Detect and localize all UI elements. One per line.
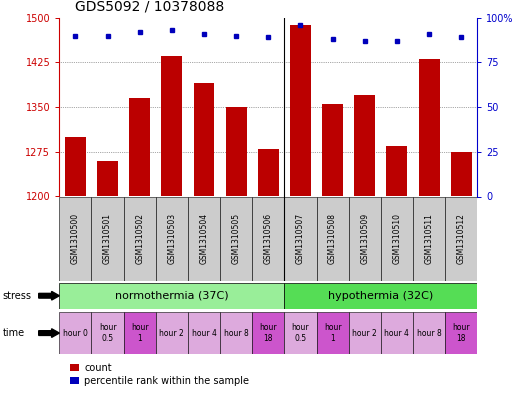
Text: GSM1310502: GSM1310502 xyxy=(135,213,144,264)
Text: GSM1310501: GSM1310501 xyxy=(103,213,112,264)
Text: stress: stress xyxy=(3,291,31,301)
Bar xyxy=(130,98,150,196)
Bar xyxy=(91,196,124,281)
Text: GSM1310512: GSM1310512 xyxy=(457,213,466,264)
Bar xyxy=(445,312,477,354)
Bar xyxy=(386,146,407,196)
Bar xyxy=(65,137,86,196)
Bar xyxy=(322,104,343,196)
Bar xyxy=(284,283,477,309)
Text: hypothermia (32C): hypothermia (32C) xyxy=(328,291,433,301)
Text: hour 2: hour 2 xyxy=(159,329,184,338)
Text: percentile rank within the sample: percentile rank within the sample xyxy=(84,376,249,386)
Bar xyxy=(220,312,252,354)
Bar xyxy=(284,196,316,281)
Bar xyxy=(59,196,91,281)
Bar xyxy=(445,196,477,281)
Bar xyxy=(252,196,284,281)
Text: hour
1: hour 1 xyxy=(131,323,149,343)
Bar xyxy=(252,312,284,354)
Bar xyxy=(91,312,124,354)
Bar xyxy=(349,196,381,281)
Text: GSM1310504: GSM1310504 xyxy=(200,213,208,264)
Text: GSM1310503: GSM1310503 xyxy=(167,213,176,264)
Bar xyxy=(349,312,381,354)
Bar xyxy=(354,95,375,196)
Bar xyxy=(124,196,156,281)
Text: hour 2: hour 2 xyxy=(352,329,377,338)
Bar xyxy=(59,283,284,309)
Text: GDS5092 / 10378088: GDS5092 / 10378088 xyxy=(75,0,224,14)
Bar xyxy=(97,161,118,196)
Text: hour
1: hour 1 xyxy=(324,323,342,343)
Text: GSM1310507: GSM1310507 xyxy=(296,213,305,264)
Text: GSM1310506: GSM1310506 xyxy=(264,213,273,264)
Bar xyxy=(188,196,220,281)
Bar xyxy=(162,57,182,196)
Bar xyxy=(225,107,247,196)
Text: hour 8: hour 8 xyxy=(417,329,442,338)
Text: hour 4: hour 4 xyxy=(191,329,216,338)
Bar xyxy=(290,25,311,196)
Bar xyxy=(284,312,316,354)
Text: hour
18: hour 18 xyxy=(260,323,277,343)
Bar xyxy=(194,83,215,196)
Bar xyxy=(381,196,413,281)
Bar xyxy=(124,312,156,354)
Text: normothermia (37C): normothermia (37C) xyxy=(115,291,229,301)
Bar xyxy=(413,312,445,354)
Text: GSM1310500: GSM1310500 xyxy=(71,213,80,264)
Bar xyxy=(258,149,279,196)
Bar xyxy=(220,196,252,281)
Text: GSM1310505: GSM1310505 xyxy=(232,213,240,264)
Text: GSM1310509: GSM1310509 xyxy=(360,213,369,264)
Bar xyxy=(156,312,188,354)
Text: hour
18: hour 18 xyxy=(453,323,470,343)
Text: count: count xyxy=(84,363,112,373)
Bar xyxy=(418,59,440,196)
Text: GSM1310511: GSM1310511 xyxy=(425,213,433,264)
Text: time: time xyxy=(3,328,25,338)
Bar xyxy=(188,312,220,354)
Bar xyxy=(316,196,349,281)
Text: hour 8: hour 8 xyxy=(224,329,249,338)
Bar xyxy=(413,196,445,281)
Text: GSM1310510: GSM1310510 xyxy=(393,213,401,264)
Bar xyxy=(156,196,188,281)
Text: hour 4: hour 4 xyxy=(384,329,409,338)
Text: GSM1310508: GSM1310508 xyxy=(328,213,337,264)
Bar xyxy=(381,312,413,354)
Text: hour 0: hour 0 xyxy=(63,329,88,338)
Bar xyxy=(316,312,349,354)
Text: hour
0.5: hour 0.5 xyxy=(99,323,117,343)
Bar xyxy=(451,152,472,196)
Text: hour
0.5: hour 0.5 xyxy=(292,323,309,343)
Bar xyxy=(59,312,91,354)
